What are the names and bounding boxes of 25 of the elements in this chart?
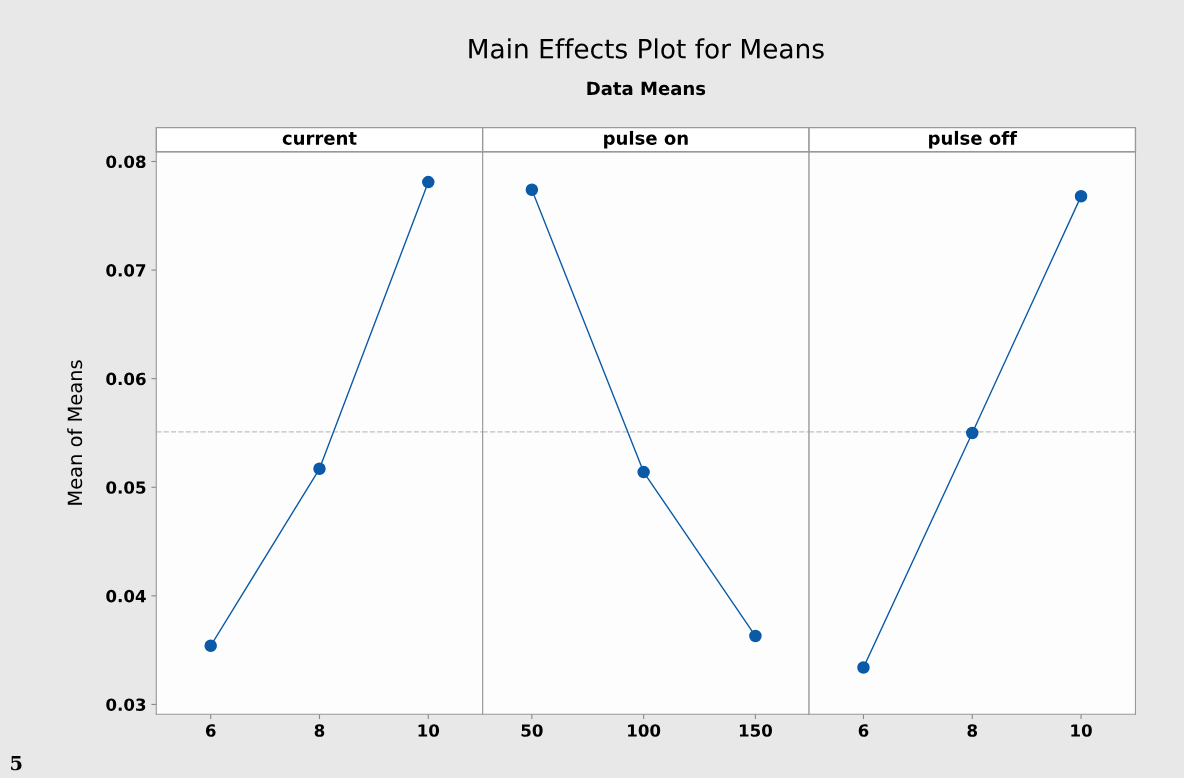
x-axis-title: current [282,131,357,145]
x-tick-label: 6 [205,724,216,737]
x-tick-label: 100 [628,724,661,737]
x-tick-label: 10 [1071,724,1092,737]
x-tick-label: 8 [967,724,978,737]
y-tick-label: 0.07 [106,264,146,277]
text: 5 [11,755,22,771]
y-tick-label: 0.08 [106,155,146,169]
x-tick-label: 150 [739,724,773,737]
point [204,639,217,653]
x-tick-label: 10 [418,724,440,737]
y-tick-label: 0.05 [106,481,146,494]
y-tick-label: 0.06 [106,372,146,386]
y-tick-label: 0.04 [106,589,146,603]
x-tick-label: 6 [858,724,869,737]
x-tick-label: 50 [521,724,543,737]
y-tick-label: 0.03 [106,698,146,711]
point [313,462,326,476]
y-axis-title: Mean of Means [67,360,83,505]
x-tick-label: 8 [314,724,325,737]
point [422,175,435,189]
chart-title: Main Effects Plot for Means [469,38,824,59]
chart-subtitle: Data Means [587,81,706,96]
x-axis-title: pulse off [929,130,1018,149]
x-axis-title: pulse on [604,130,688,149]
